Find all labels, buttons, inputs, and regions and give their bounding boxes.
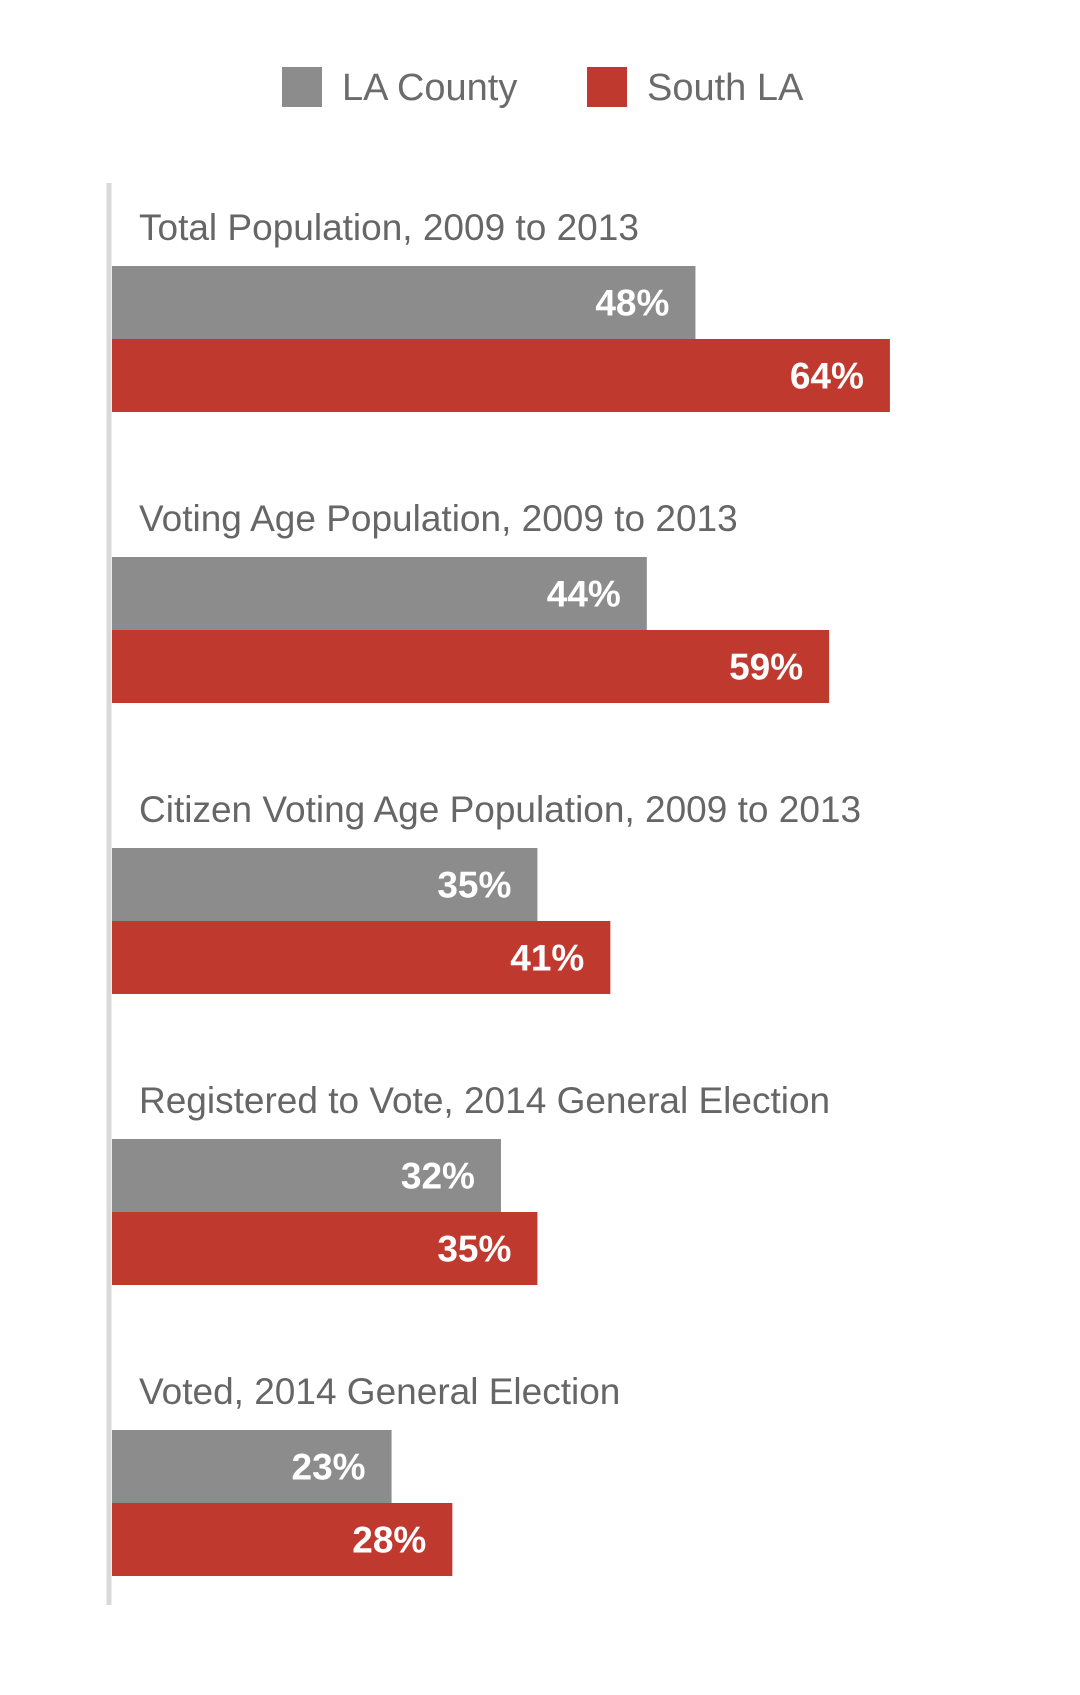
bar-south-la (112, 921, 611, 994)
bar-group: Voting Age Population, 2009 to 2013 44% 59… (112, 498, 830, 703)
data-label: 23% (292, 1447, 366, 1488)
legend-label-south-la: South LA (647, 67, 804, 109)
data-label: 44% (547, 574, 621, 615)
data-label: 48% (595, 283, 669, 324)
bar-group: Voted, 2014 General Election 23% 28% (112, 1371, 620, 1576)
category-label: Registered to Vote, 2014 General Electio… (139, 1080, 830, 1121)
bar-south-la (112, 1503, 453, 1576)
category-label: Total Population, 2009 to 2013 (139, 207, 639, 248)
bar-group: Citizen Voting Age Population, 2009 to 2… (112, 789, 861, 994)
legend-swatch-south-la (587, 67, 627, 107)
data-label: 64% (790, 356, 864, 397)
bar-groups: Total Population, 2009 to 2013 48% 64% Voti… (112, 207, 890, 1576)
bar-south-la (112, 630, 830, 703)
category-label: Citizen Voting Age Population, 2009 to 2… (139, 789, 861, 830)
bar-la-county (112, 1139, 501, 1212)
data-label: 32% (401, 1156, 475, 1197)
data-label: 41% (510, 938, 584, 979)
data-label: 59% (729, 647, 803, 688)
bar-group: Total Population, 2009 to 2013 48% 64% (112, 207, 890, 412)
legend-label-la-county: LA County (342, 67, 517, 109)
bar-south-la (112, 1212, 538, 1285)
legend-swatch-la-county (282, 67, 322, 107)
data-label: 28% (352, 1520, 426, 1561)
category-label: Voting Age Population, 2009 to 2013 (139, 498, 738, 539)
bar-la-county (112, 1430, 392, 1503)
bar-group: Registered to Vote, 2014 General Electio… (112, 1080, 830, 1285)
bar-la-county (112, 848, 538, 921)
bar-la-county (112, 557, 647, 630)
category-label: Voted, 2014 General Election (139, 1371, 620, 1412)
data-label: 35% (437, 865, 511, 906)
bar-la-county (112, 266, 696, 339)
bar-south-la (112, 339, 890, 412)
data-label: 35% (437, 1229, 511, 1270)
legend: LA County South LA (282, 67, 804, 109)
